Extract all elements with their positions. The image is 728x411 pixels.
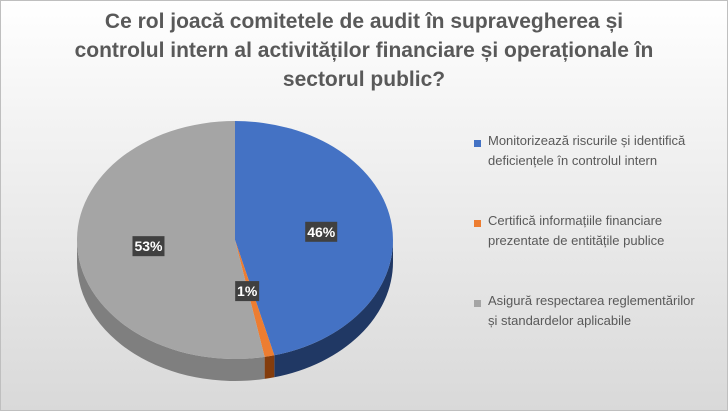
data-label-box: [132, 236, 165, 257]
legend: Monitorizează riscurile și identifică de…: [466, 131, 716, 371]
pie-slice-side: [274, 240, 393, 378]
data-label: 46%: [307, 224, 336, 240]
legend-item: Certifică informațiile financiare prezen…: [466, 211, 716, 291]
legend-label-line: deficiențele în controlul intern: [488, 153, 658, 168]
pie-slice-side: [264, 355, 275, 379]
legend-marker: [474, 220, 481, 227]
legend-label-line: prezentate de entitățile publice: [488, 233, 665, 248]
chart-title-line: Ce rol joacă comitetele de audit în supr…: [104, 10, 624, 33]
pie-slice-side: [77, 240, 265, 381]
legend-label: Asigură respectarea reglementărilor și s…: [488, 291, 695, 331]
chart-title-line: sectorul public?: [282, 68, 446, 91]
legend-label-line: și standardelor aplicabile: [488, 313, 632, 328]
chart-title-line: controlul intern al activităților financ…: [74, 39, 654, 62]
legend-marker: [474, 300, 481, 307]
data-label-box: [235, 281, 260, 302]
data-label: 53%: [134, 238, 163, 254]
legend-label-line: Certifică informațiile financiare: [488, 213, 663, 228]
legend-item: Asigură respectarea reglementărilor și s…: [466, 291, 716, 371]
data-label: 1%: [237, 283, 258, 299]
legend-label-line: Monitorizează riscurile și identifică: [488, 133, 686, 148]
legend-item: Monitorizează riscurile și identifică de…: [466, 131, 716, 211]
chart-title: Ce rol joacă comitetele de audit în supr…: [41, 7, 687, 94]
pie-slice: [76, 121, 265, 359]
legend-label-line: Asigură respectarea reglementărilor: [488, 293, 695, 308]
data-label-box: [305, 221, 338, 242]
legend-label: Monitorizează riscurile și identifică de…: [488, 131, 685, 171]
legend-marker: [474, 140, 481, 147]
legend-label: Certifică informațiile financiare prezen…: [488, 211, 664, 251]
